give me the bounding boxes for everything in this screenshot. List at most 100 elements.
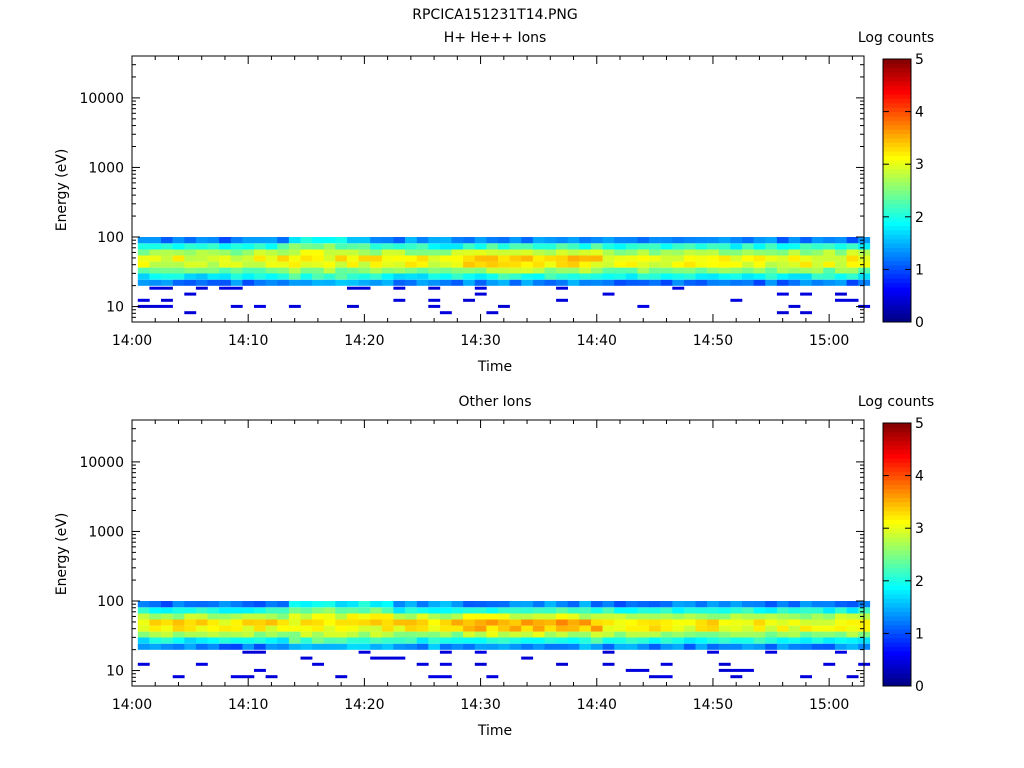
heatmap-cell — [416, 637, 429, 644]
heatmap-cell — [707, 243, 719, 250]
colorbar-swatch — [883, 72, 911, 78]
heatmap-cell — [591, 279, 603, 286]
heatmap-cell — [451, 607, 464, 614]
heatmap-cell — [532, 643, 545, 650]
heatmap-cell — [172, 267, 185, 274]
heatmap-cell — [300, 631, 313, 638]
heatmap-cell — [614, 279, 627, 286]
heatmap-cell — [788, 237, 801, 244]
y-axis-label: Energy (eV) — [54, 149, 70, 232]
heatmap-cell — [149, 601, 162, 608]
heatmap-cell — [347, 237, 359, 244]
heatmap-cell — [637, 255, 650, 262]
heatmap-cell — [637, 625, 650, 632]
heatmap-cell — [137, 304, 150, 308]
heatmap-cell — [439, 273, 452, 280]
colorbar-swatch — [883, 637, 911, 643]
heatmap-cell — [835, 298, 847, 302]
heatmap-cell — [567, 607, 580, 614]
heatmap-cell — [753, 279, 766, 286]
heatmap-cell — [509, 237, 522, 244]
heatmap-cell — [683, 631, 696, 638]
heatmap-cell — [707, 601, 719, 608]
heatmap-cell — [846, 643, 859, 650]
x-tick-label: 14:40 — [577, 333, 617, 349]
heatmap-cell — [486, 267, 499, 274]
heatmap-cell — [823, 273, 836, 280]
heatmap-cell — [811, 625, 824, 632]
heatmap-cell — [474, 237, 487, 244]
heatmap-cell — [498, 631, 510, 638]
heatmap-cell — [521, 631, 534, 638]
heatmap-cell — [242, 267, 255, 274]
heatmap-cell — [672, 601, 685, 608]
heatmap-cell — [695, 267, 708, 274]
heatmap-cell — [695, 255, 708, 262]
heatmap-cell — [451, 643, 464, 650]
heatmap-cell — [753, 619, 766, 626]
heatmap-cell — [347, 267, 359, 274]
colorbar-swatch — [883, 203, 911, 209]
heatmap-cell — [172, 261, 185, 268]
heatmap-cell — [788, 613, 801, 620]
heatmap-cell — [567, 601, 580, 608]
heatmap-cell — [776, 637, 789, 644]
heatmap-cell — [474, 292, 487, 296]
colorbar-swatch — [883, 238, 911, 244]
heatmap-cell — [347, 637, 359, 644]
heatmap-cell — [811, 601, 824, 608]
heatmap-cell — [207, 243, 220, 250]
heatmap-cell — [730, 625, 743, 632]
heatmap-cell — [323, 261, 336, 268]
heatmap-cell — [347, 601, 359, 608]
heatmap-cell — [172, 675, 185, 679]
heatmap-cell — [195, 255, 208, 262]
heatmap-cell — [416, 237, 429, 244]
heatmap-cell — [428, 267, 441, 274]
heatmap-cell — [835, 650, 847, 654]
heatmap-cell — [312, 261, 324, 268]
heatmap-cell — [439, 650, 452, 654]
heatmap-cell — [486, 279, 499, 286]
heatmap-cell — [660, 237, 673, 244]
heatmap-cell — [776, 619, 789, 626]
heatmap-cell — [730, 637, 743, 644]
colorbar-swatch — [883, 308, 911, 314]
colorbar-swatch — [883, 545, 911, 551]
heatmap-cell — [579, 279, 592, 286]
heatmap-cell — [463, 273, 475, 280]
heatmap-cell — [242, 619, 255, 626]
heatmap-cell — [591, 273, 603, 280]
colorbar-swatch — [883, 541, 911, 547]
heatmap-cell — [835, 237, 847, 244]
heatmap-cell — [591, 601, 603, 608]
heatmap-cell — [439, 255, 452, 262]
heatmap-cell — [358, 601, 371, 608]
colorbar-swatch — [883, 221, 911, 227]
heatmap-cell — [451, 625, 464, 632]
heatmap-cell — [591, 631, 603, 638]
colorbar-label: Log counts — [858, 30, 934, 46]
colorbar-swatch — [883, 89, 911, 95]
heatmap-cell — [521, 619, 534, 626]
heatmap-cell — [358, 643, 371, 650]
colorbar-swatch — [883, 620, 911, 626]
heatmap-cell — [474, 643, 487, 650]
heatmap-cell — [463, 619, 475, 626]
heatmap-cell — [242, 637, 255, 644]
heatmap-cell — [277, 261, 290, 268]
heatmap-cell — [811, 643, 824, 650]
heatmap-cell — [614, 601, 627, 608]
heatmap-cell — [300, 643, 313, 650]
heatmap-cell — [335, 631, 348, 638]
colorbar-swatch — [883, 664, 911, 669]
heatmap-cell — [312, 237, 324, 244]
heatmap-cell — [393, 237, 406, 244]
heatmap-cell — [556, 279, 568, 286]
heatmap-cell — [463, 643, 475, 650]
heatmap-cell — [718, 237, 731, 244]
heatmap-cell — [219, 619, 231, 626]
y-tick-label: 1000 — [88, 160, 124, 176]
heatmap-cell — [846, 607, 859, 614]
heatmap-cell — [544, 237, 557, 244]
